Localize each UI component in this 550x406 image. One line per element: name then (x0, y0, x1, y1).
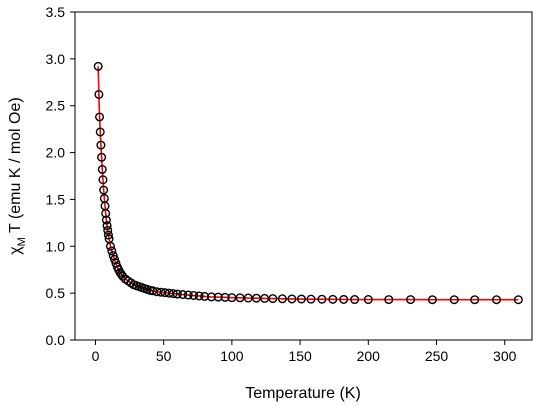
data-point (268, 294, 278, 304)
data-point (103, 225, 113, 235)
data-point (220, 292, 230, 302)
fit-line (97, 66, 519, 301)
data-point (101, 208, 111, 218)
y-axis-title: χM T (emu K / mol Oe) (7, 97, 28, 254)
y-axis-title-suffix: T (emu K / mol Oe) (7, 97, 24, 237)
data-point (93, 61, 103, 71)
data-point (183, 290, 193, 300)
data-markers-series (93, 61, 523, 305)
data-point (328, 294, 338, 304)
y-tick-label: 2.0 (46, 145, 66, 161)
x-tick-label: 250 (425, 348, 449, 364)
data-point (101, 215, 111, 225)
x-tick-label: 200 (357, 348, 381, 364)
y-axis-title-prefix: χ (7, 246, 24, 255)
plot-area (74, 11, 533, 341)
data-point (97, 152, 107, 162)
data-point (189, 290, 199, 300)
data-point (148, 286, 158, 296)
data-point (97, 164, 107, 174)
data-point (102, 221, 112, 231)
data-point (350, 295, 360, 305)
x-tick-label: 100 (220, 348, 244, 364)
x-axis-title: Temperature (K) (245, 385, 361, 402)
data-point (339, 294, 349, 304)
data-point (194, 291, 204, 301)
data-point (470, 295, 480, 305)
data-point (103, 230, 113, 240)
data-point (172, 289, 182, 299)
x-tick-label: 300 (493, 348, 517, 364)
data-point (296, 294, 306, 304)
data-point (95, 127, 105, 137)
data-point (213, 292, 223, 302)
data-point (206, 292, 216, 302)
data-point (363, 295, 373, 305)
x-axis: 0 50 100 150 200 250 300 (92, 340, 517, 364)
plot-frame (74, 11, 533, 341)
x-tick-label: 150 (288, 348, 312, 364)
y-axis-title-subscript: M (16, 237, 28, 246)
data-point (287, 294, 297, 304)
y-tick-label: 3.0 (46, 51, 66, 67)
data-point (107, 246, 117, 256)
y-tick-label: 1.0 (46, 238, 66, 254)
data-point (98, 175, 108, 185)
data-point (118, 271, 128, 281)
x-tick-label: 0 (92, 348, 100, 364)
y-axis: 0.0 0.5 1.0 1.5 2.0 2.5 3.0 3.5 (46, 4, 75, 348)
data-point (427, 295, 437, 305)
data-point (306, 294, 316, 304)
data-point (105, 241, 115, 251)
y-tick-label: 0.0 (46, 332, 66, 348)
data-point (96, 140, 106, 150)
fit-line-series (97, 66, 519, 301)
data-point (277, 294, 287, 304)
data-point (384, 295, 394, 305)
data-point (95, 112, 105, 122)
data-point (200, 291, 210, 301)
y-tick-label: 2.5 (46, 98, 66, 114)
y-tick-label: 1.5 (46, 191, 66, 207)
data-point (406, 295, 416, 305)
data-point (449, 295, 459, 305)
data-point (94, 89, 104, 99)
y-tick-label: 3.5 (46, 4, 66, 20)
data-point (492, 295, 502, 305)
data-point (168, 289, 178, 299)
data-point (513, 295, 523, 305)
data-point (317, 294, 327, 304)
x-tick-label: 50 (156, 348, 172, 364)
data-point (99, 185, 109, 195)
y-tick-label: 0.5 (46, 285, 66, 301)
data-point (178, 290, 188, 300)
